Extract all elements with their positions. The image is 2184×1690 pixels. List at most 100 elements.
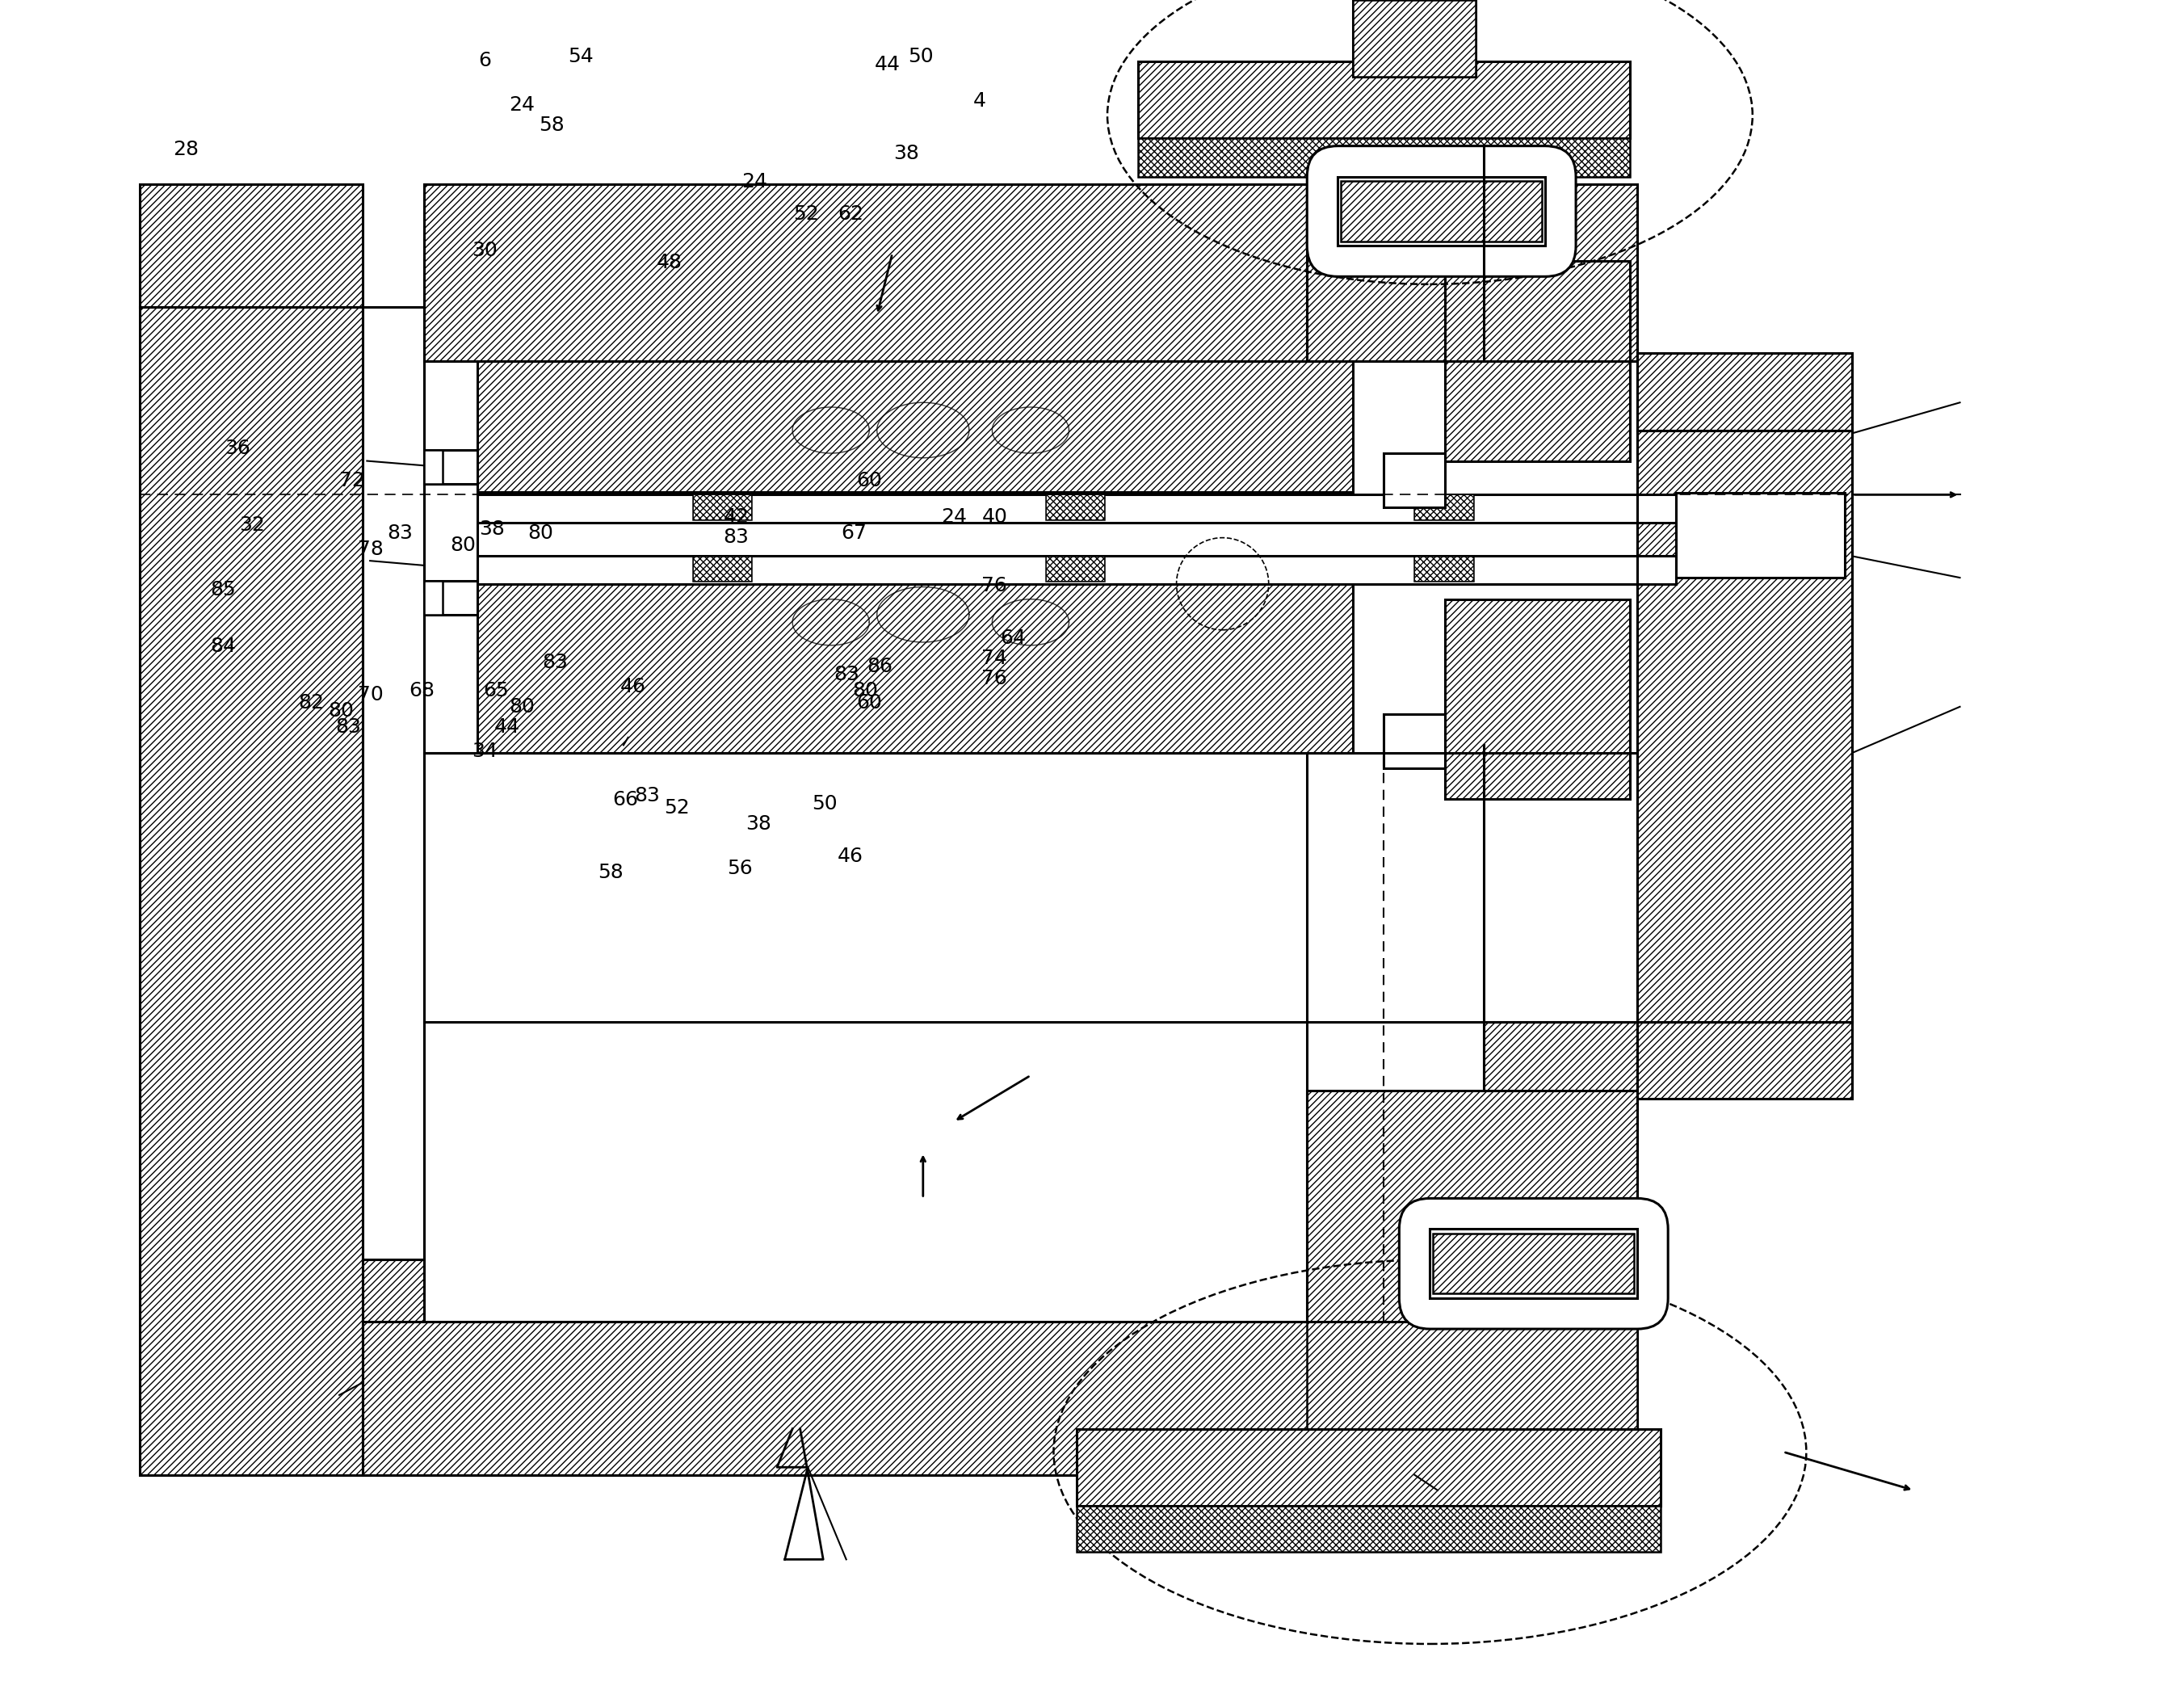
Text: 70: 70 — [358, 684, 384, 705]
Bar — [1638, 431, 1852, 1022]
Text: 48: 48 — [657, 254, 681, 272]
Bar — [1306, 184, 1638, 362]
Text: 32: 32 — [240, 515, 264, 534]
Text: 54: 54 — [568, 47, 594, 66]
Bar — [1138, 139, 1629, 177]
Bar — [1046, 556, 1105, 581]
Bar — [1638, 1022, 1852, 1098]
Bar — [424, 906, 531, 1029]
Text: 80: 80 — [852, 681, 878, 700]
Text: 38: 38 — [480, 519, 505, 539]
Bar — [478, 362, 1354, 492]
Bar — [1341, 181, 1542, 242]
Text: 66: 66 — [612, 789, 638, 810]
Text: 76: 76 — [981, 576, 1007, 595]
Text: 52: 52 — [664, 798, 690, 818]
Text: 56: 56 — [727, 859, 753, 879]
Bar — [1638, 1022, 1852, 1098]
Text: 24: 24 — [743, 172, 767, 191]
Text: 36: 36 — [225, 439, 251, 458]
Bar — [1354, 0, 1476, 76]
Bar — [692, 556, 751, 581]
Text: 4: 4 — [974, 91, 987, 110]
Text: 24: 24 — [941, 507, 968, 527]
Text: 84: 84 — [210, 637, 236, 656]
Bar — [1046, 495, 1105, 519]
Text: 46: 46 — [620, 678, 646, 696]
Text: 83: 83 — [387, 524, 413, 542]
Text: 72: 72 — [339, 472, 365, 490]
Bar — [363, 308, 424, 1259]
Bar — [363, 1259, 424, 1322]
Bar — [424, 483, 478, 592]
Bar — [692, 495, 751, 519]
Text: 28: 28 — [173, 140, 199, 159]
Text: 58: 58 — [598, 864, 622, 882]
Bar — [1446, 600, 1629, 799]
Text: 80: 80 — [529, 524, 553, 542]
Text: 44: 44 — [874, 56, 900, 74]
Text: 86: 86 — [867, 657, 893, 676]
Bar — [692, 495, 751, 519]
Text: 83: 83 — [336, 717, 360, 737]
Bar — [1138, 61, 1629, 139]
Bar — [363, 1322, 622, 1475]
Text: 80: 80 — [509, 698, 535, 717]
Text: 78: 78 — [358, 539, 384, 559]
Text: 38: 38 — [893, 144, 919, 164]
Text: 24: 24 — [509, 95, 535, 115]
Text: 58: 58 — [539, 115, 563, 135]
Text: 38: 38 — [745, 815, 771, 833]
Bar — [1046, 495, 1105, 519]
Text: 85: 85 — [210, 580, 236, 600]
Text: 6: 6 — [478, 51, 491, 71]
Bar — [1483, 1022, 1638, 1090]
Text: 52: 52 — [793, 204, 819, 223]
Bar — [363, 1322, 622, 1475]
FancyBboxPatch shape — [1400, 1198, 1669, 1328]
Bar — [1415, 495, 1472, 519]
Bar — [1415, 556, 1472, 581]
Bar — [1638, 431, 1852, 1022]
Bar — [363, 1259, 424, 1322]
Bar — [1675, 493, 1845, 578]
Text: 44: 44 — [494, 717, 520, 737]
Bar — [424, 184, 1306, 362]
Bar — [424, 581, 478, 615]
Bar — [424, 450, 441, 483]
Bar — [1077, 1428, 1660, 1506]
Bar — [1446, 600, 1629, 799]
Bar — [1385, 453, 1446, 507]
Bar — [140, 184, 363, 308]
Bar — [1306, 184, 1638, 362]
Text: 83: 83 — [723, 527, 749, 548]
Text: 40: 40 — [981, 507, 1007, 527]
Bar — [1046, 556, 1105, 581]
Bar — [478, 583, 1354, 752]
Text: 62: 62 — [839, 204, 863, 223]
Text: 42: 42 — [723, 507, 749, 527]
Bar — [140, 308, 363, 1475]
Text: 64: 64 — [1000, 629, 1026, 647]
Bar — [363, 1322, 1638, 1475]
Bar — [1433, 1234, 1634, 1293]
Text: 76: 76 — [981, 669, 1007, 688]
Text: 83: 83 — [636, 786, 660, 806]
Bar — [1077, 1428, 1660, 1506]
Text: 60: 60 — [856, 693, 882, 713]
Text: 65: 65 — [483, 681, 509, 700]
Bar — [1138, 61, 1629, 139]
Text: 67: 67 — [841, 524, 867, 542]
Text: 68: 68 — [408, 681, 435, 700]
Bar — [1483, 1022, 1638, 1090]
Bar — [478, 583, 1354, 752]
Bar — [478, 495, 1675, 522]
Text: 80: 80 — [450, 536, 476, 554]
Text: 34: 34 — [472, 742, 498, 761]
Bar — [1306, 1322, 1638, 1475]
Bar — [478, 556, 1675, 583]
Bar — [1415, 495, 1472, 519]
Bar — [478, 362, 1354, 492]
Text: 30: 30 — [472, 240, 498, 260]
Bar — [1385, 715, 1446, 769]
